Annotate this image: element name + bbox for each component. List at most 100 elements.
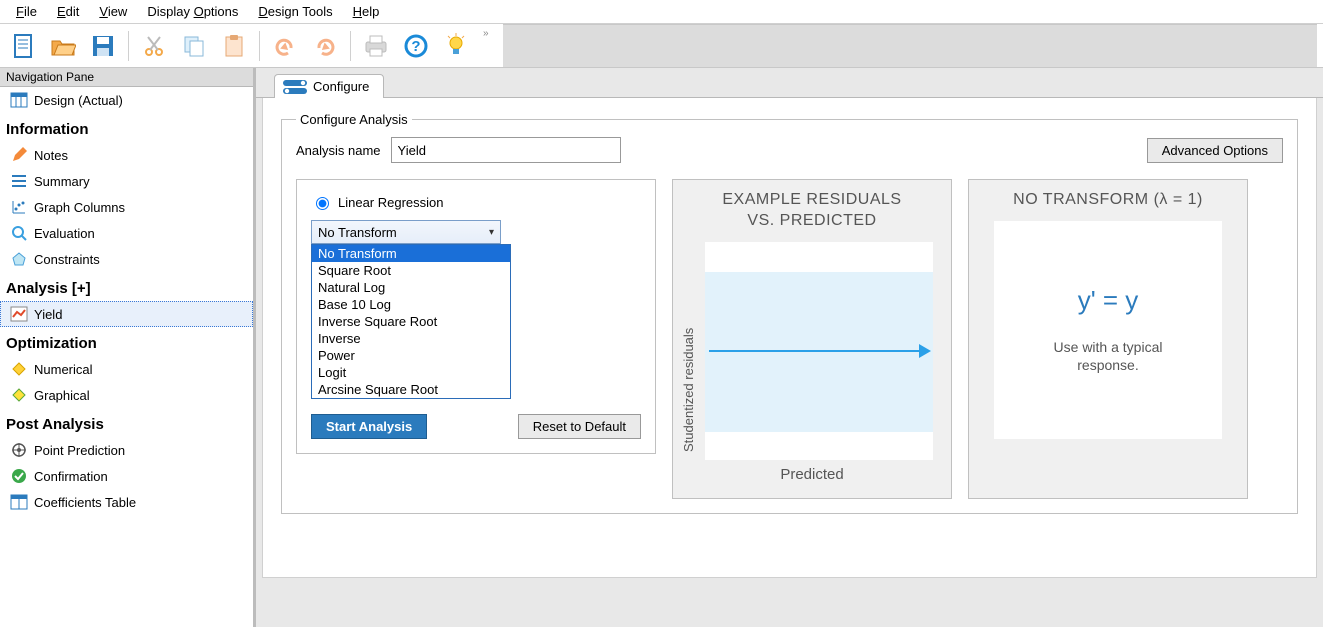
chart-xlabel: Predicted (685, 466, 939, 483)
start-analysis-button[interactable]: Start Analysis (311, 414, 427, 439)
menu-bar: File Edit View Display Options Design To… (0, 0, 1323, 24)
tab-configure[interactable]: Configure (274, 74, 384, 98)
advanced-options-button[interactable]: Advanced Options (1147, 138, 1283, 163)
linear-regression-radio-input[interactable] (316, 197, 329, 210)
analysis-name-input[interactable] (391, 137, 621, 163)
scatter-icon (10, 198, 28, 216)
linear-regression-radio[interactable]: Linear Regression (311, 194, 641, 210)
toolbar: ? » (0, 24, 1323, 68)
toolbar-separator (350, 31, 351, 61)
sidebar-item-constraints[interactable]: Constraints (0, 246, 253, 272)
sidebar-item-label: Notes (34, 148, 68, 163)
residuals-card: EXAMPLE RESIDUALS VS. PREDICTED Studenti… (672, 179, 952, 499)
help-icon[interactable]: ? (399, 29, 433, 63)
sidebar-item-label: Graph Columns (34, 200, 125, 215)
card-title: EXAMPLE RESIDUALS VS. PREDICTED (685, 190, 939, 232)
menu-design-tools[interactable]: Design Tools (248, 2, 342, 21)
menu-view[interactable]: View (89, 2, 137, 21)
pencil-icon (10, 146, 28, 164)
tab-bar: Configure (256, 68, 1323, 98)
menu-display-options[interactable]: Display Options (137, 2, 248, 21)
sidebar-item-label: Design (Actual) (34, 93, 123, 108)
content-panel: Configure Analysis Analysis name Advance… (262, 98, 1317, 578)
sidebar-item-label: Point Prediction (34, 443, 125, 458)
toolbar-trail (503, 24, 1317, 67)
sidebar-item-notes[interactable]: Notes (0, 142, 253, 168)
menu-file[interactable]: File (6, 2, 47, 21)
transform-dropdown: No Transform Square Root Natural Log Bas… (311, 244, 511, 399)
sidebar-group-optimization: Optimization (0, 327, 253, 356)
sidebar-item-label: Constraints (34, 252, 100, 267)
sidebar-item-label: Graphical (34, 388, 90, 403)
diamond-green-icon (10, 386, 28, 404)
sidebar-item-design[interactable]: Design (Actual) (0, 87, 253, 113)
lightbulb-icon[interactable] (439, 29, 473, 63)
sidebar-item-graphical[interactable]: Graphical (0, 382, 253, 408)
transform-option[interactable]: Natural Log (312, 279, 510, 296)
navigation-pane-title: Navigation Pane (0, 68, 253, 87)
transform-option[interactable]: Arcsine Square Root (312, 381, 510, 398)
card-title: NO TRANSFORM (λ = 1) (981, 190, 1235, 211)
sidebar-item-confirmation[interactable]: Confirmation (0, 463, 253, 489)
undo-icon[interactable] (268, 29, 302, 63)
grid-icon (10, 91, 28, 109)
sidebar-item-label: Confirmation (34, 469, 108, 484)
transform-option[interactable]: Logit (312, 364, 510, 381)
redo-icon[interactable] (308, 29, 342, 63)
transform-option[interactable]: Power (312, 347, 510, 364)
menu-help[interactable]: Help (343, 2, 390, 21)
chart-arrow-line (709, 350, 923, 352)
chevron-down-icon: ▾ (489, 227, 494, 238)
chart-band (705, 272, 933, 432)
sidebar-item-label: Summary (34, 174, 90, 189)
sidebar-group-analysis: Analysis [+] (0, 272, 253, 301)
reset-default-button[interactable]: Reset to Default (518, 414, 641, 439)
chart-icon (10, 305, 28, 323)
transform-option[interactable]: Square Root (312, 262, 510, 279)
save-icon[interactable] (86, 29, 120, 63)
print-icon[interactable] (359, 29, 393, 63)
magnifier-icon (10, 224, 28, 242)
sidebar-item-numerical[interactable]: Numerical (0, 356, 253, 382)
sidebar-item-evaluation[interactable]: Evaluation (0, 220, 253, 246)
sidebar-item-label: Coefficients Table (34, 495, 136, 510)
main-area: Configure Configure Analysis Analysis na… (256, 68, 1323, 627)
sidebar-group-information: Information (0, 113, 253, 142)
configure-analysis-fieldset: Configure Analysis Analysis name Advance… (281, 112, 1298, 514)
sidebar-item-point-prediction[interactable]: Point Prediction (0, 437, 253, 463)
table-icon (10, 493, 28, 511)
tab-label: Configure (313, 79, 369, 94)
pentagon-icon (10, 250, 28, 268)
formula-caption: Use with a typical response. (1054, 338, 1163, 374)
cut-icon[interactable] (137, 29, 171, 63)
target-icon (10, 441, 28, 459)
toolbar-separator (259, 31, 260, 61)
sidebar-item-summary[interactable]: Summary (0, 168, 253, 194)
toolbar-overflow-icon[interactable]: » (479, 28, 493, 39)
sidebar-group-post-analysis: Post Analysis (0, 408, 253, 437)
check-icon (10, 467, 28, 485)
transform-select[interactable]: No Transform ▾ (311, 220, 501, 244)
sidebar-item-yield[interactable]: Yield (0, 301, 253, 327)
sidebar-item-graph-columns[interactable]: Graph Columns (0, 194, 253, 220)
transform-option[interactable]: Inverse Square Root (312, 313, 510, 330)
sidebar-item-label: Numerical (34, 362, 93, 377)
transform-option[interactable]: Base 10 Log (312, 296, 510, 313)
menu-edit[interactable]: Edit (47, 2, 89, 21)
new-file-icon[interactable] (6, 29, 40, 63)
paste-icon[interactable] (217, 29, 251, 63)
transform-option[interactable]: No Transform (312, 245, 510, 262)
sidebar-item-coefficients-table[interactable]: Coefficients Table (0, 489, 253, 515)
open-file-icon[interactable] (46, 29, 80, 63)
lines-icon (10, 172, 28, 190)
residuals-chart (705, 242, 933, 460)
toggle-icon (283, 80, 307, 94)
fieldset-legend: Configure Analysis (296, 112, 412, 127)
analysis-name-label: Analysis name (296, 143, 381, 158)
transform-option[interactable]: Inverse (312, 330, 510, 347)
regression-box: Linear Regression No Transform ▾ No Tran… (296, 179, 656, 454)
navigation-pane: Navigation Pane Design (Actual) Informat… (0, 68, 256, 627)
copy-icon[interactable] (177, 29, 211, 63)
chart-arrow-head (919, 344, 931, 358)
sidebar-item-label: Evaluation (34, 226, 95, 241)
